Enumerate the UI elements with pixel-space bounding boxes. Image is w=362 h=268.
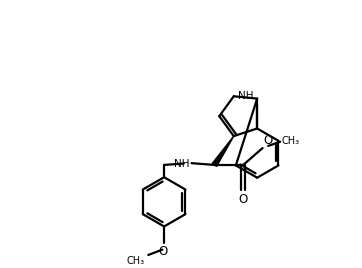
Text: O: O: [239, 193, 248, 206]
Text: NH: NH: [238, 91, 253, 101]
Text: O: O: [159, 245, 168, 258]
Text: NH: NH: [174, 159, 190, 169]
Text: CH₃: CH₃: [127, 256, 145, 266]
Polygon shape: [212, 136, 234, 166]
Text: O: O: [263, 134, 273, 147]
Text: CH₃: CH₃: [282, 136, 300, 146]
